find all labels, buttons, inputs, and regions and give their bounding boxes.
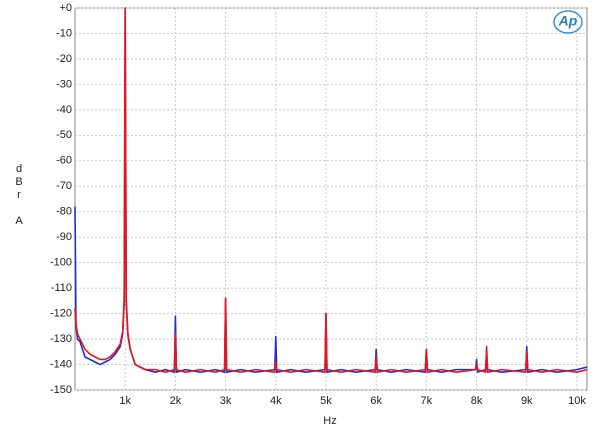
y-tick-label: -110 bbox=[51, 282, 72, 294]
y-tick-label: -10 bbox=[56, 27, 72, 39]
x-tick-label: 6k bbox=[370, 395, 382, 407]
y-tick-label: -70 bbox=[56, 180, 72, 192]
x-tick-label: 4k bbox=[270, 395, 282, 407]
lines bbox=[74, 7, 588, 373]
x-tick-label: 7k bbox=[421, 395, 433, 407]
grid bbox=[75, 7, 587, 391]
y-axis-label: dBr A bbox=[13, 163, 25, 228]
x-tick-label: 1k bbox=[119, 395, 131, 407]
y-tick-label: -50 bbox=[56, 129, 72, 141]
y-tick-label: -30 bbox=[56, 78, 72, 90]
x-tick-label: 8k bbox=[471, 395, 483, 407]
x-tick-label: 9k bbox=[521, 395, 533, 407]
x-tick-label: 5k bbox=[320, 395, 332, 407]
x-tick-label: 3k bbox=[220, 395, 232, 407]
x-tick-label: 10k bbox=[568, 395, 586, 407]
y-tick-label: -60 bbox=[56, 155, 72, 167]
plot-frame bbox=[74, 7, 588, 391]
y-tick-label: -90 bbox=[56, 231, 72, 243]
x-axis-label: Hz bbox=[323, 415, 336, 427]
logo-ring bbox=[553, 10, 583, 34]
y-tick-label: +0 bbox=[59, 2, 72, 14]
y-tick-label: -130 bbox=[50, 333, 72, 345]
y-tick-label: -150 bbox=[50, 384, 72, 396]
y-tick-label: -140 bbox=[50, 358, 72, 370]
series-line bbox=[74, 7, 588, 373]
y-tick-label: -100 bbox=[50, 257, 72, 269]
x-tick-label: 2k bbox=[170, 395, 182, 407]
y-tick-label: -120 bbox=[50, 308, 72, 320]
y-tick-label: -80 bbox=[56, 206, 72, 218]
y-tick-label: -20 bbox=[56, 53, 72, 65]
logo: Ap bbox=[558, 13, 578, 29]
y-tick-label: -40 bbox=[56, 104, 72, 116]
